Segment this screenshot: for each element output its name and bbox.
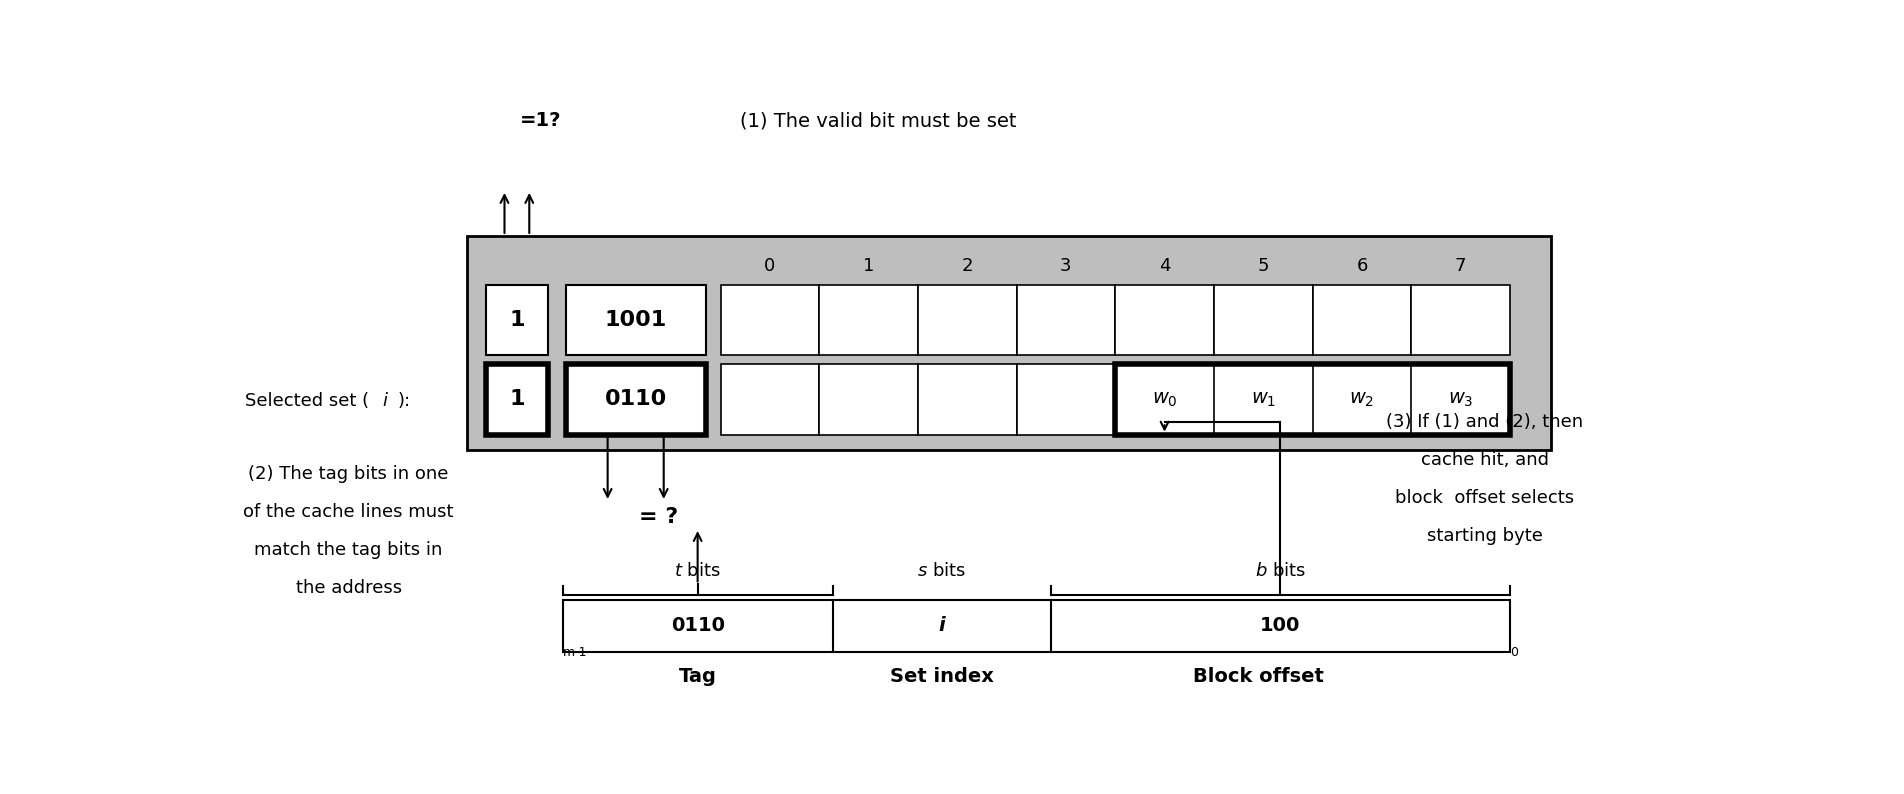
- FancyBboxPatch shape: [565, 364, 706, 434]
- FancyBboxPatch shape: [486, 364, 548, 434]
- FancyBboxPatch shape: [564, 599, 1510, 652]
- Text: 100: 100: [1260, 616, 1300, 635]
- Text: i: i: [939, 616, 944, 635]
- FancyBboxPatch shape: [1017, 285, 1116, 355]
- Text: block  offset selects: block offset selects: [1396, 489, 1575, 507]
- FancyBboxPatch shape: [1215, 285, 1312, 355]
- Text: $t$ bits: $t$ bits: [674, 562, 722, 580]
- Text: 0: 0: [764, 257, 775, 276]
- Text: i: i: [383, 392, 388, 410]
- Text: 3: 3: [1061, 257, 1072, 276]
- Text: $w_1$: $w_1$: [1251, 390, 1276, 409]
- Text: $w_0$: $w_0$: [1152, 390, 1177, 409]
- FancyBboxPatch shape: [1017, 364, 1116, 434]
- Text: 6: 6: [1356, 257, 1367, 276]
- Text: (1) The valid bit must be set: (1) The valid bit must be set: [739, 111, 1017, 130]
- Text: Tag: Tag: [678, 667, 716, 685]
- Text: 7: 7: [1455, 257, 1466, 276]
- Text: 0110: 0110: [670, 616, 725, 635]
- Text: m-1: m-1: [564, 646, 586, 659]
- Text: Selected set (: Selected set (: [246, 392, 369, 410]
- FancyBboxPatch shape: [1411, 285, 1510, 355]
- Text: 1: 1: [508, 389, 526, 410]
- Text: (3) If (1) and (2), then: (3) If (1) and (2), then: [1386, 413, 1584, 431]
- Text: cache hit, and: cache hit, and: [1420, 451, 1548, 469]
- Text: 1: 1: [863, 257, 874, 276]
- FancyBboxPatch shape: [720, 364, 819, 434]
- FancyBboxPatch shape: [486, 285, 548, 355]
- FancyBboxPatch shape: [466, 236, 1552, 450]
- FancyBboxPatch shape: [819, 285, 918, 355]
- Text: of the cache lines must: of the cache lines must: [244, 503, 453, 521]
- Text: $w_2$: $w_2$: [1350, 390, 1375, 409]
- FancyBboxPatch shape: [918, 285, 1017, 355]
- Text: 1: 1: [508, 310, 526, 330]
- FancyBboxPatch shape: [819, 364, 918, 434]
- Text: $s$ bits: $s$ bits: [918, 562, 965, 580]
- Text: the address: the address: [295, 579, 402, 597]
- Text: Block offset: Block offset: [1192, 667, 1323, 685]
- Text: =1?: =1?: [520, 111, 562, 130]
- Text: Set index: Set index: [889, 667, 994, 685]
- Text: $b$ bits: $b$ bits: [1255, 562, 1306, 580]
- Text: starting byte: starting byte: [1426, 527, 1542, 545]
- FancyBboxPatch shape: [918, 364, 1017, 434]
- FancyBboxPatch shape: [1116, 285, 1215, 355]
- Text: 0110: 0110: [605, 389, 666, 410]
- FancyBboxPatch shape: [1312, 285, 1411, 355]
- Text: 1001: 1001: [605, 310, 666, 330]
- Text: $w_3$: $w_3$: [1447, 390, 1474, 409]
- FancyBboxPatch shape: [565, 285, 706, 355]
- FancyBboxPatch shape: [720, 285, 819, 355]
- Text: = ?: = ?: [640, 507, 678, 527]
- Text: 4: 4: [1160, 257, 1171, 276]
- Text: 5: 5: [1257, 257, 1268, 276]
- Text: 0: 0: [1510, 646, 1517, 659]
- Text: (2) The tag bits in one: (2) The tag bits in one: [249, 465, 449, 484]
- Text: 2: 2: [962, 257, 973, 276]
- Text: ):: ):: [398, 392, 411, 410]
- FancyBboxPatch shape: [1116, 364, 1510, 434]
- Text: match the tag bits in: match the tag bits in: [255, 541, 444, 559]
